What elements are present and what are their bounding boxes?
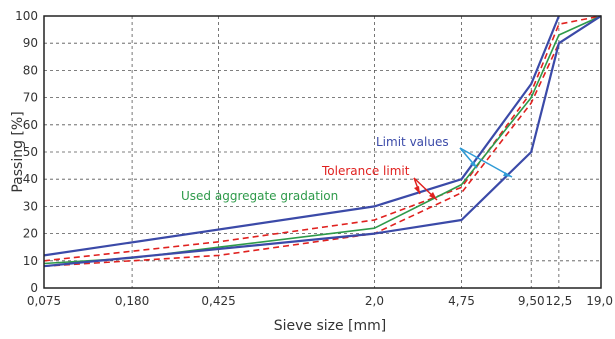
tolerance-arrowhead-2 <box>429 192 437 200</box>
y-tick-label: 0 <box>30 281 38 295</box>
annotation-used-gradation: Used aggregate gradation <box>181 189 338 203</box>
x-axis-title: Sieve size [mm] <box>274 318 387 334</box>
y-tick-label: 80 <box>23 63 38 77</box>
annotation-tolerance-limit: Tolerance limit <box>321 164 438 201</box>
y-axis-title: Passing [%] <box>10 111 26 192</box>
x-tick-label: 0,180 <box>115 294 149 308</box>
annotation-limit-values: Limit values <box>376 135 513 178</box>
limit-values-arrow-2 <box>459 147 513 178</box>
annotation-tolerance-limit-label: Tolerance limit <box>321 164 410 178</box>
x-tick-label: 0,425 <box>201 294 235 308</box>
tolerance-arrowhead-1 <box>414 186 420 194</box>
series-line-tolerance-upper <box>43 15 602 262</box>
y-tick-label: 40 <box>23 172 38 186</box>
series-lines <box>43 15 602 268</box>
annotation-limit-values-label: Limit values <box>376 135 449 149</box>
x-tick-label: 19,0 <box>586 294 613 308</box>
y-tick-label: 50 <box>23 145 38 159</box>
y-tick-label: 30 <box>23 199 38 213</box>
y-tick-label: 60 <box>23 118 38 132</box>
y-tick-label: 100 <box>15 9 38 23</box>
y-tick-label: 70 <box>23 91 38 105</box>
series-line-tolerance-lower <box>43 15 602 267</box>
x-tick-label: 12,5 <box>546 294 573 308</box>
x-tick-label: 9,50 <box>518 294 545 308</box>
annotation-used-gradation-label: Used aggregate gradation <box>181 189 338 203</box>
series-line-limit-lower <box>43 15 602 268</box>
tick-labels: 0 10 20 30 40 50 60 70 80 90 100 0,075 0,180 0,425 2,0… <box>15 9 613 308</box>
y-tick-label: 90 <box>23 36 38 50</box>
plot-frame <box>43 15 602 289</box>
x-tick-label: 2,0 <box>365 294 384 308</box>
limit-values-arrowhead-1 <box>470 161 477 168</box>
series-line-limit-upper <box>43 15 560 257</box>
x-tick-label: 4,75 <box>448 294 475 308</box>
limit-values-arrowhead-2 <box>503 172 512 177</box>
x-tick-label: 0,075 <box>27 294 61 308</box>
y-tick-label: 20 <box>23 227 38 241</box>
y-tick-label: 10 <box>23 254 38 268</box>
